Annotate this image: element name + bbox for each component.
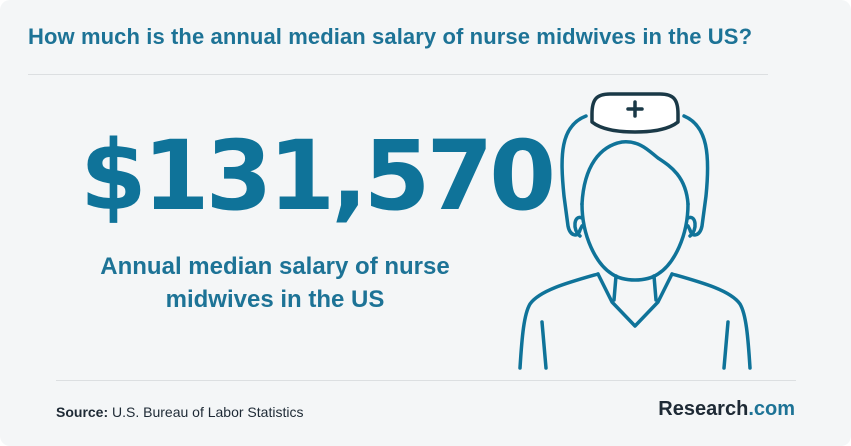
- headline: How much is the annual median salary of …: [28, 24, 753, 49]
- source-text: U.S. Bureau of Labor Statistics: [112, 404, 304, 420]
- source-note: Source: U.S. Bureau of Labor Statistics: [56, 404, 303, 420]
- bottom-divider: [56, 380, 796, 381]
- brand-logo[interactable]: Research.com: [658, 398, 795, 421]
- source-label: Source:: [56, 404, 109, 420]
- salary-value: $131,570: [80, 120, 556, 232]
- brand-name: Research: [658, 398, 749, 420]
- nurse-icon: [518, 92, 752, 370]
- salary-caption: Annual median salary of nurse midwives i…: [100, 253, 450, 313]
- medical-cross-icon: [626, 100, 644, 118]
- top-divider: [28, 74, 768, 75]
- brand-tld: .com: [748, 398, 795, 420]
